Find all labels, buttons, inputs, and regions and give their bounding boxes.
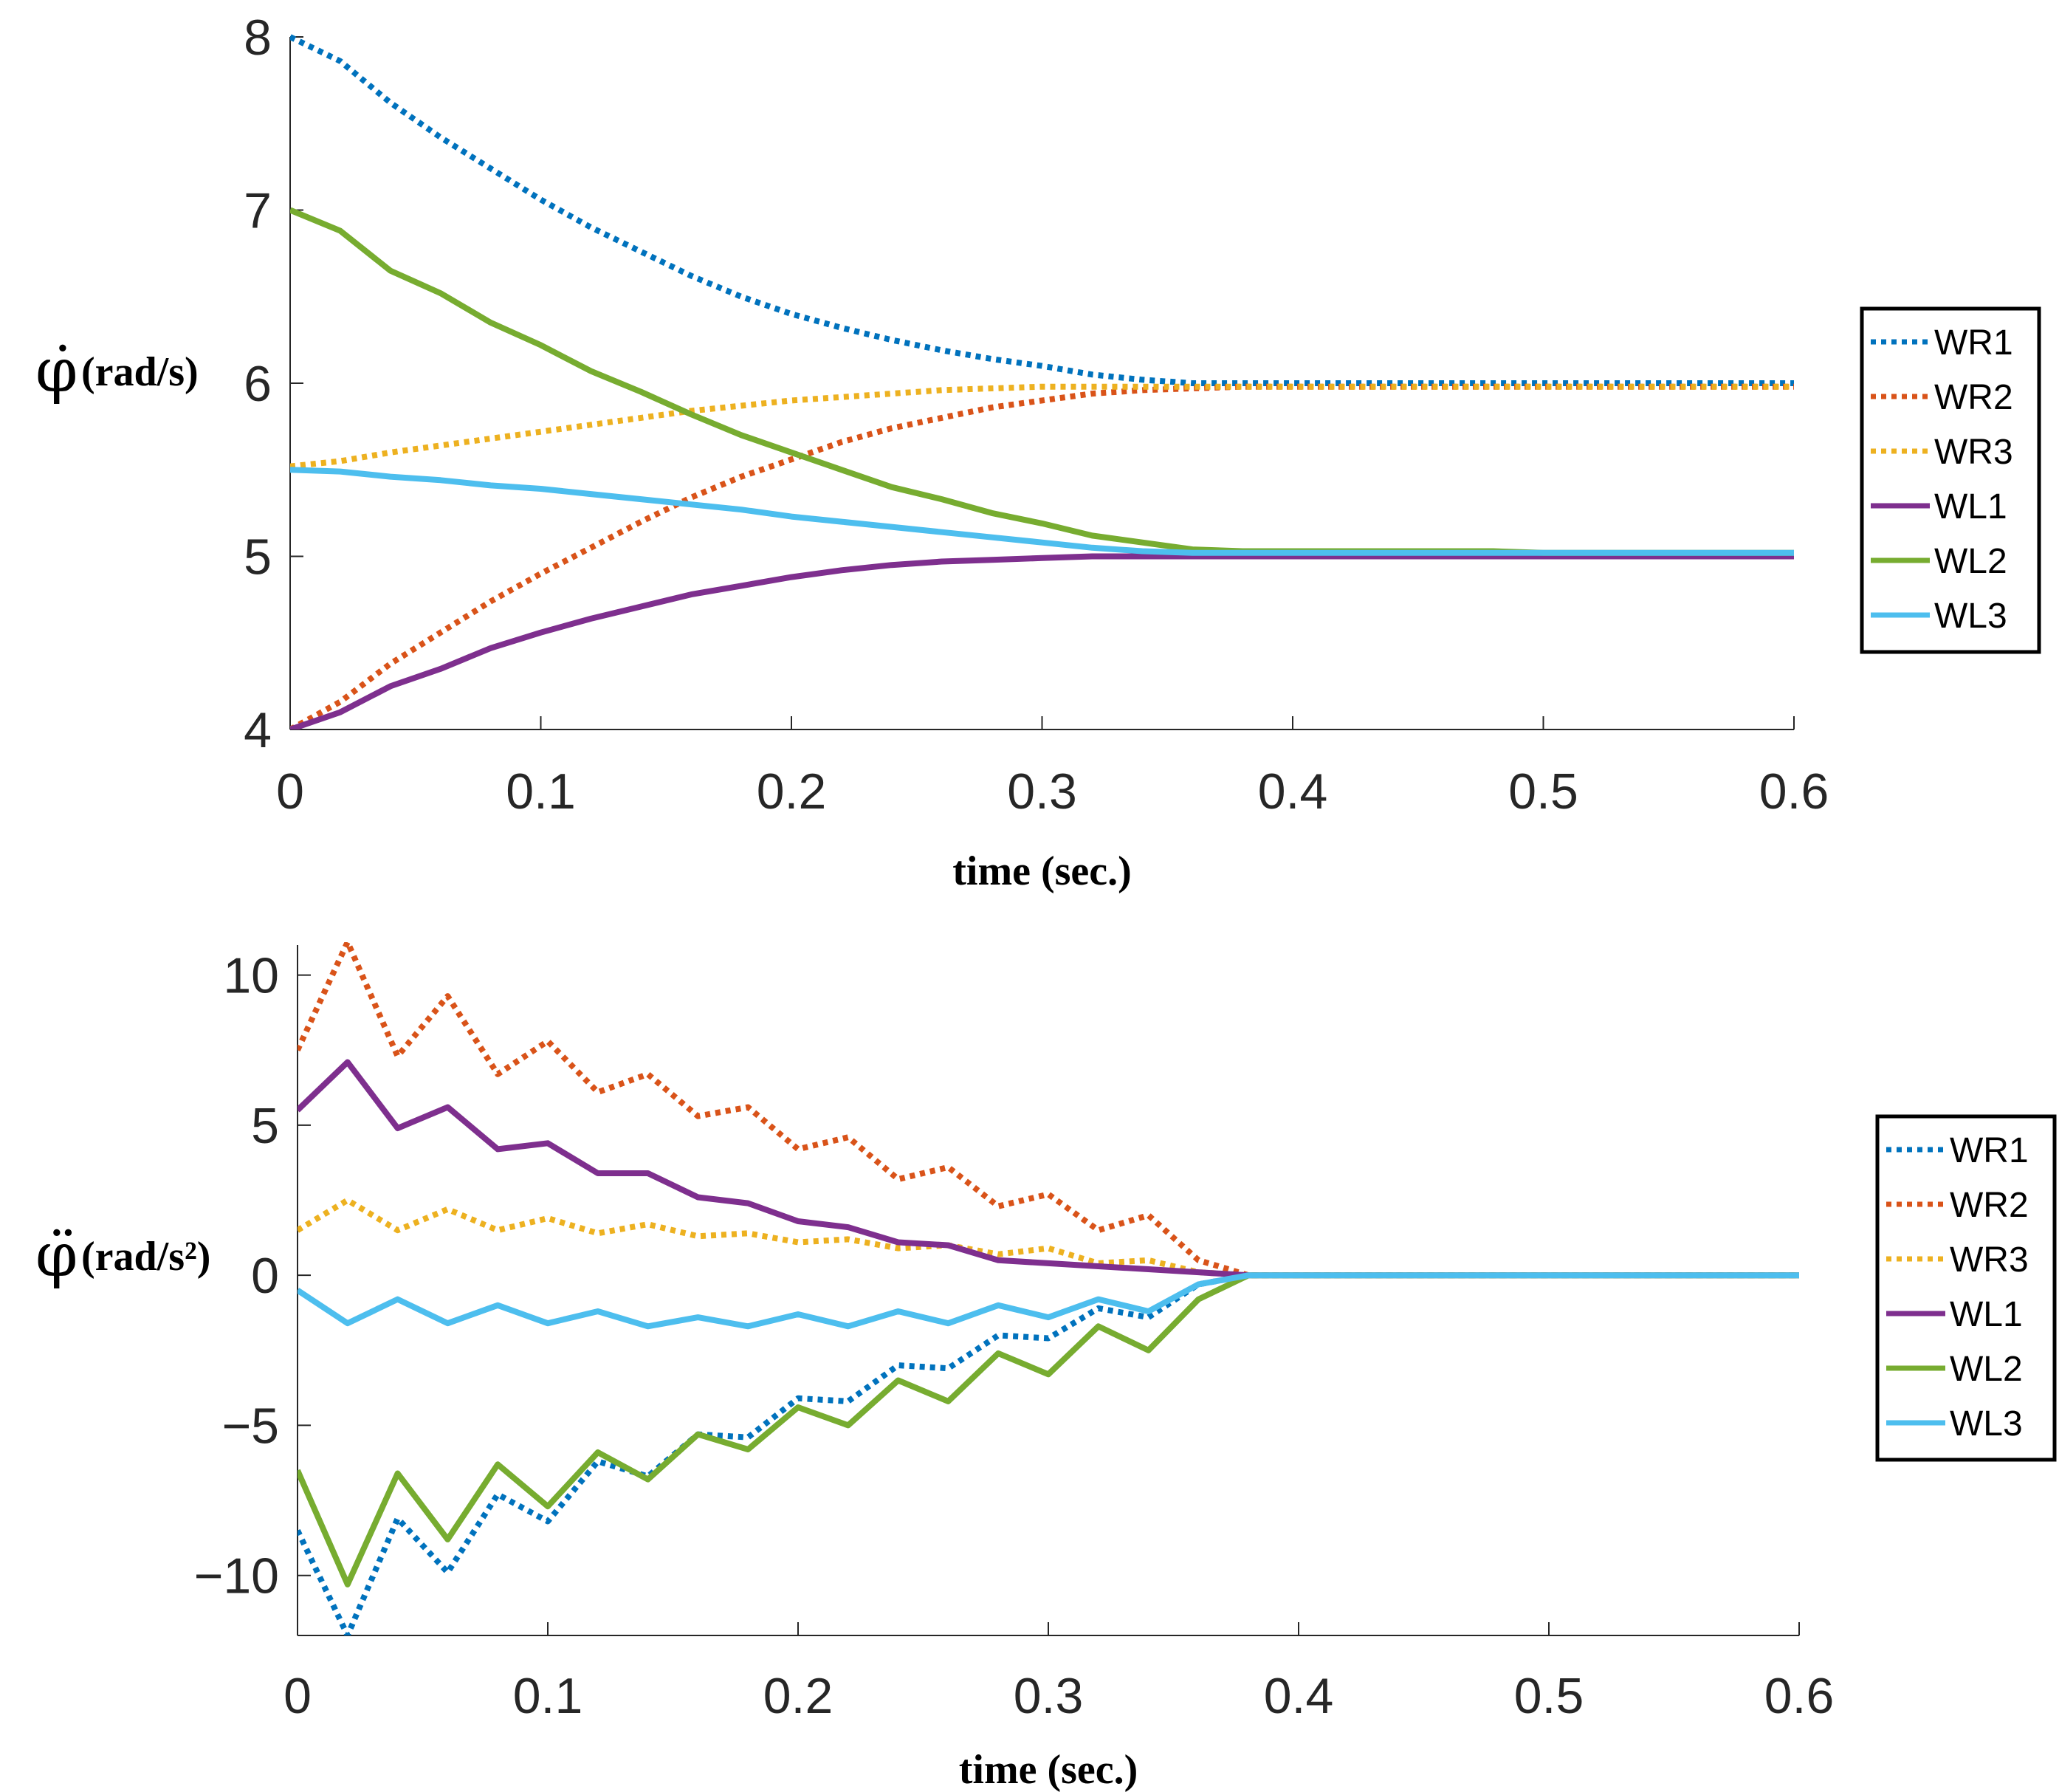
legend-box <box>1875 1114 2057 1462</box>
series-line-wl3 <box>298 1272 1799 1330</box>
x-tick-label: 0.4 <box>1258 763 1328 820</box>
x-tick-label: 0.4 <box>1264 1668 1334 1724</box>
series-line-wl2 <box>290 207 1794 556</box>
legend-box <box>1860 306 2041 654</box>
y-tick-label: 7 <box>244 183 272 239</box>
legend: WR1 WR2 WR3 WL1 WL2 WL3 <box>1875 1114 2057 1462</box>
series-line-wr1 <box>290 34 1794 386</box>
y-tick-label: −5 <box>221 1398 279 1454</box>
legend-label-wr3: WR3 <box>1934 433 2013 472</box>
legend-label-wr1: WR1 <box>1934 323 2013 363</box>
acceleration-chart: 0 0.1 0.2 0.3 0.4 0.5 0.6 −10 −5 0 5 10 time (sec.) φ… <box>35 942 2057 1792</box>
series-line-wr1 <box>298 1272 1799 1635</box>
y-tick-label: 0 <box>251 1248 279 1304</box>
x-axis-label: time (sec.) <box>959 1747 1138 1792</box>
legend-label-wr2: WR2 <box>1950 1186 2029 1225</box>
x-tick-label: 0.5 <box>1514 1668 1584 1724</box>
x-tick-label: 0 <box>276 763 304 820</box>
x-tick-label: 0.2 <box>757 763 827 820</box>
x-tick-label: 0.1 <box>506 763 576 820</box>
series-line-wl1 <box>298 1059 1799 1279</box>
legend-label-wl1: WL1 <box>1934 487 2007 526</box>
y-tick-label: 5 <box>251 1098 279 1154</box>
y-axis-unit: (rad/s²) <box>81 1234 210 1280</box>
legend-label-wr3: WR3 <box>1950 1240 2029 1280</box>
legend-label-wl3: WL3 <box>1950 1404 2023 1443</box>
y-axis-symbol: φ̈ <box>35 1221 78 1291</box>
y-tick-label: 10 <box>223 948 279 1004</box>
legend-label-wl2: WL2 <box>1934 542 2007 581</box>
legend-label-wl3: WL3 <box>1934 597 2007 636</box>
series-line-wr2 <box>290 383 1794 729</box>
series-line-wl1 <box>290 553 1794 729</box>
x-tick-label: 0.3 <box>1014 1668 1084 1724</box>
legend-label-wl2: WL2 <box>1950 1350 2023 1389</box>
y-axis-symbol: φ̇ <box>35 336 78 406</box>
y-axis-unit: (rad/s) <box>81 349 199 395</box>
legend: WR1 WR2 WR3 WL1 WL2 WL3 <box>1860 306 2041 654</box>
x-tick-label: 0.5 <box>1508 763 1578 820</box>
series-line-wr3 <box>290 383 1794 470</box>
x-tick-label: 0.2 <box>763 1668 833 1724</box>
velocity-chart: 0 0.1 0.2 0.3 0.4 0.5 0.6 4 5 6 7 8 time (sec.) φ̇ (ra… <box>35 10 2041 894</box>
y-tick-label: −10 <box>194 1548 279 1604</box>
x-tick-label: 0.6 <box>1764 1668 1835 1724</box>
x-axis-label: time (sec.) <box>952 848 1132 894</box>
x-tick-label: 0 <box>283 1668 312 1724</box>
x-tick-label: 0.6 <box>1759 763 1829 820</box>
y-tick-label: 8 <box>244 10 272 66</box>
y-tick-label: 5 <box>244 529 272 586</box>
legend-label-wl1: WL1 <box>1950 1295 2023 1334</box>
x-tick-label: 0.3 <box>1007 763 1077 820</box>
y-tick-label: 4 <box>244 702 272 758</box>
series-line-wl2 <box>298 1272 1799 1587</box>
x-tick-label: 0.1 <box>513 1668 583 1724</box>
y-tick-label: 6 <box>244 356 272 412</box>
series-line-wl3 <box>290 467 1794 556</box>
legend-label-wr2: WR2 <box>1934 378 2013 417</box>
legend-label-wr1: WR1 <box>1950 1131 2029 1170</box>
